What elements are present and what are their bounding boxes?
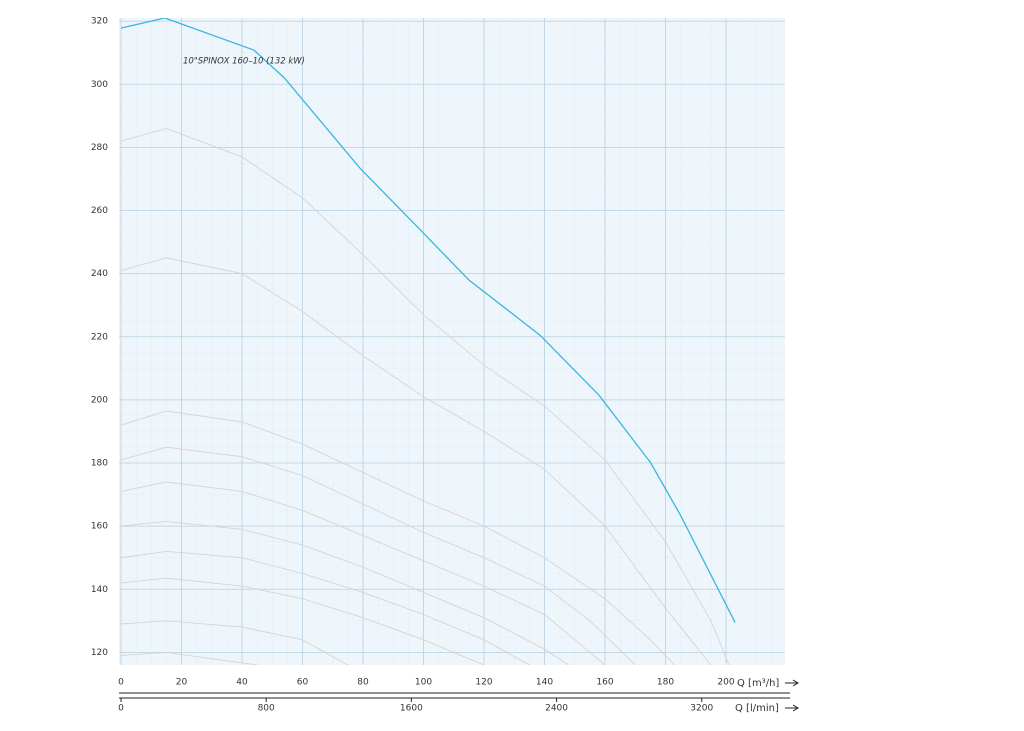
y-tick-label: 120 [91,648,108,658]
y-tick-label: 180 [91,459,108,469]
x-tick-label: 140 [536,678,553,688]
x-tick-label: 80 [357,678,369,688]
pump-curve [120,651,258,665]
pump-curve [120,481,606,665]
pump-curve [120,128,730,665]
x2-axis-title: Q [l/min] [735,703,779,714]
y-tick-label: 320 [91,17,108,27]
y-tick-label: 240 [91,269,108,279]
x-tick-label: 160 [596,678,613,688]
y-tick-label: 300 [91,80,108,90]
x2-tick-label: 1600 [400,704,423,714]
pump-curve [120,520,569,665]
arrow [785,704,799,712]
x-tick-label: 20 [176,678,188,688]
pump-curve [120,18,736,623]
x2-tick-label: 800 [258,704,275,714]
x-tick-label: 60 [297,678,309,688]
pump-curve [120,410,675,665]
arrow [785,679,799,687]
y-tick-label: 200 [91,395,108,405]
y-tick-label: 260 [91,206,108,216]
x-tick-label: 100 [415,678,432,688]
y-tick-label: 140 [91,585,108,595]
y-tick-label: 160 [91,522,108,532]
y-tick-label: 280 [91,143,108,153]
pump-curve [120,257,712,665]
x-tick-label: 0 [118,678,124,688]
x-tick-label: 200 [717,678,734,688]
pump-curve [120,446,636,665]
x2-tick-label: 3200 [690,704,713,714]
x2-tick-label: 0 [118,704,124,714]
x-tick-label: 180 [657,678,674,688]
y-tick-label: 220 [91,332,108,342]
pump-curve [120,620,349,665]
curve-label: 10"SPINOX 160–10 (132 kW) [183,57,305,67]
x-tick-label: 40 [236,678,248,688]
pump-curve [120,550,530,665]
x2-tick-label: 2400 [545,704,568,714]
pump-curve [120,577,485,665]
x-axis-title: Q [m³/h] [737,678,779,689]
x-tick-label: 120 [475,678,492,688]
minor-grid [119,18,785,665]
